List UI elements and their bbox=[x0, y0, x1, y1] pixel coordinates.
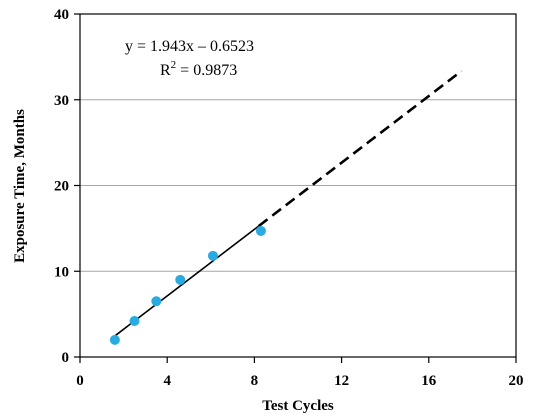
r-squared-value: = 0.9873 bbox=[176, 62, 237, 79]
x-tick-label-0: 0 bbox=[76, 373, 84, 389]
y-tick-label-20: 20 bbox=[54, 179, 69, 195]
trendline bbox=[114, 69, 463, 337]
r-squared-superscript: 2 bbox=[171, 59, 177, 71]
y-tick-label-10: 10 bbox=[54, 264, 69, 280]
equation-label: y = 1.943x – 0.6523 bbox=[125, 38, 254, 55]
trendline-extrapolation bbox=[257, 69, 463, 228]
data-point-1 bbox=[109, 334, 120, 345]
y-tick-label-0: 0 bbox=[62, 350, 70, 366]
gridlines bbox=[80, 99, 516, 272]
x-axis-ticks: 0 4 8 12 16 20 bbox=[76, 357, 524, 389]
y-tick-label-30: 30 bbox=[54, 93, 69, 109]
data-points bbox=[109, 225, 266, 345]
x-tick-label-12: 12 bbox=[334, 373, 349, 389]
y-axis-title: Exposure Time, Months bbox=[12, 109, 28, 263]
x-tick-label-16: 16 bbox=[421, 373, 437, 389]
r-squared-label: R2 = 0.9873 bbox=[160, 59, 237, 79]
data-point-4 bbox=[175, 274, 186, 285]
r-squared-prefix: R bbox=[160, 62, 171, 79]
data-point-3 bbox=[151, 296, 162, 307]
data-point-6 bbox=[255, 225, 266, 236]
x-tick-label-8: 8 bbox=[251, 373, 259, 389]
y-tick-label-40: 40 bbox=[54, 7, 69, 23]
data-point-2 bbox=[129, 315, 140, 326]
x-axis-title: Test Cycles bbox=[262, 398, 334, 414]
data-point-5 bbox=[207, 250, 218, 261]
x-tick-label-4: 4 bbox=[163, 373, 171, 389]
trendline-fit bbox=[114, 225, 260, 337]
x-tick-label-20: 20 bbox=[509, 373, 524, 389]
y-axis-ticks: 0 10 20 30 40 bbox=[54, 7, 80, 366]
